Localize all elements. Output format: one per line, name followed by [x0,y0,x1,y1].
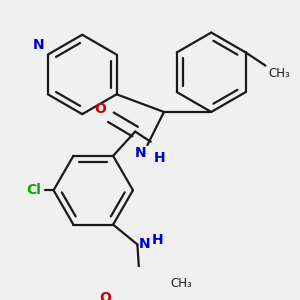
Text: H: H [152,233,163,247]
Text: O: O [94,102,106,116]
Text: CH₃: CH₃ [269,67,290,80]
Text: N: N [139,238,150,251]
Text: H: H [154,151,166,164]
Text: O: O [99,291,111,300]
Text: CH₃: CH₃ [170,277,192,290]
Text: N: N [135,146,146,160]
Text: N: N [33,38,44,52]
Text: Cl: Cl [27,183,41,197]
